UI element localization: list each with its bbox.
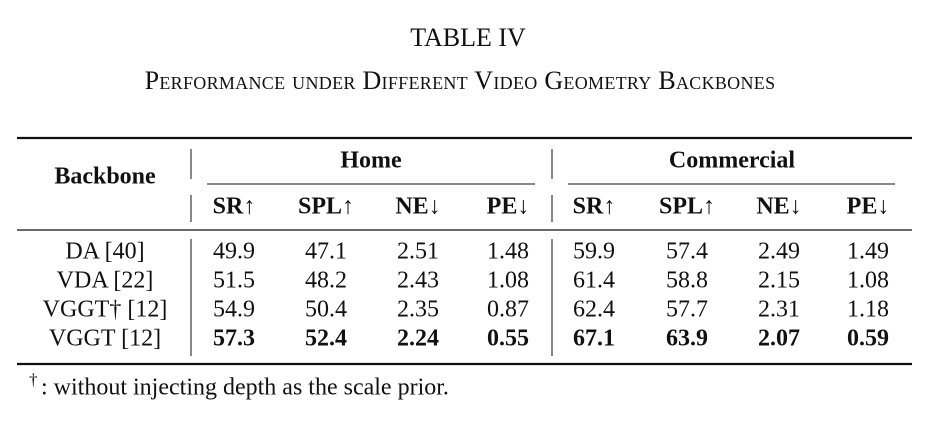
column-header: SPL↑ [298, 194, 354, 220]
row-label: VGGT [12] [49, 326, 161, 352]
cell: 1.08 [847, 268, 889, 294]
cell: 54.9 [213, 297, 255, 323]
row-label: VGGT† [12] [43, 297, 168, 323]
cell: 2.49 [758, 239, 800, 265]
column-header: PE↓ [847, 194, 890, 220]
cell: 52.4 [305, 326, 347, 352]
column-header: SR↑ [573, 194, 616, 220]
cell: 0.59 [847, 326, 889, 352]
footnote-mark: † [29, 370, 38, 389]
cell: 62.4 [573, 297, 615, 323]
cell: 48.2 [305, 268, 347, 294]
cell: 1.49 [847, 239, 889, 265]
row-label: VDA [22] [57, 268, 154, 294]
cell: 2.43 [397, 268, 439, 294]
column-header: PE↓ [487, 194, 530, 220]
cell: 2.07 [758, 326, 800, 352]
cell: 2.35 [397, 297, 439, 323]
cell: 51.5 [213, 268, 255, 294]
row-label: DA [40] [65, 239, 144, 265]
column-header: NE↓ [395, 194, 440, 220]
column-header: SPL↑ [659, 194, 715, 220]
cell: 57.7 [666, 297, 708, 323]
cell: 0.55 [487, 326, 529, 352]
footnote-text: : without injecting depth as the scale p… [41, 375, 449, 401]
cell: 58.8 [666, 268, 708, 294]
cell: 67.1 [573, 326, 615, 352]
column-header: NE↓ [756, 194, 801, 220]
cell: 2.31 [758, 297, 800, 323]
cell: 2.24 [397, 326, 439, 352]
column-header: SR↑ [213, 194, 256, 220]
cell: 59.9 [573, 239, 615, 265]
group-header: Home [340, 148, 402, 174]
table-label: TABLE IV [410, 23, 526, 52]
cell: 50.4 [305, 297, 347, 323]
cell: 49.9 [213, 239, 255, 265]
group-header: Commercial [669, 148, 796, 174]
cell: 0.87 [487, 297, 529, 323]
cell: 1.18 [847, 297, 889, 323]
cell: 57.3 [213, 326, 255, 352]
cell: 1.08 [487, 268, 529, 294]
cell: 2.51 [397, 239, 439, 265]
cell: 57.4 [666, 239, 708, 265]
row-header: Backbone [54, 164, 156, 190]
cell: 2.15 [758, 268, 800, 294]
cell: 63.9 [666, 326, 708, 352]
cell: 1.48 [487, 239, 529, 265]
cell: 61.4 [573, 268, 615, 294]
table-caption: Performance under Different Video Geomet… [145, 66, 776, 95]
cell: 47.1 [305, 239, 347, 265]
column-separators [190, 149, 553, 356]
